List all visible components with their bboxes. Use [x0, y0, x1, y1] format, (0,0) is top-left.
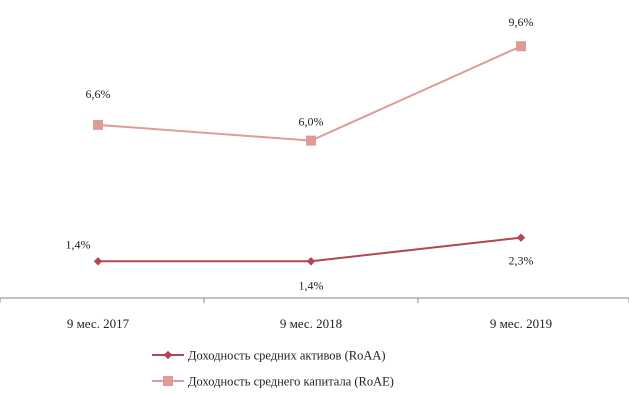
- data-labels: 1,4% 1,4% 2,3% 6,6% 6,0% 9,6%: [66, 15, 534, 292]
- data-label-roae: 6,0%: [299, 115, 324, 129]
- data-point-roaa: [516, 233, 526, 242]
- legend-marker: [163, 350, 173, 360]
- legend-label: Доходность средних активов (RoAA): [188, 349, 386, 363]
- x-tick-label: 9 мес. 2018: [280, 316, 342, 331]
- x-axis-ticks: 9 мес. 2017 9 мес. 2018 9 мес. 2019: [0, 298, 629, 331]
- data-point-roae: [93, 119, 103, 130]
- x-tick-label: 9 мес. 2017: [67, 316, 130, 331]
- legend-marker: [163, 376, 173, 386]
- data-label-roaa: 1,4%: [66, 237, 91, 251]
- series-layer: [93, 41, 526, 266]
- legend-label: Доходность среднего капитала (RoAE): [188, 375, 394, 389]
- data-point-roaa: [306, 257, 316, 266]
- data-label-roae: 6,6%: [86, 87, 111, 101]
- data-point-roae: [306, 135, 316, 146]
- data-point-roae: [516, 41, 526, 52]
- x-tick-label: 9 мес. 2019: [490, 316, 552, 331]
- data-label-roae: 9,6%: [509, 15, 534, 29]
- legend: Доходность средних активов (RoAA) Доходно…: [152, 349, 394, 389]
- series-line-roaa: [98, 236, 522, 263]
- data-label-roaa: 1,4%: [299, 278, 324, 292]
- data-label-roaa: 2,3%: [509, 254, 534, 268]
- legend-item-roaa: Доходность средних активов (RoAA): [152, 349, 386, 363]
- data-point-roaa: [93, 257, 103, 266]
- legend-item-roae: Доходность среднего капитала (RoAE): [152, 375, 394, 389]
